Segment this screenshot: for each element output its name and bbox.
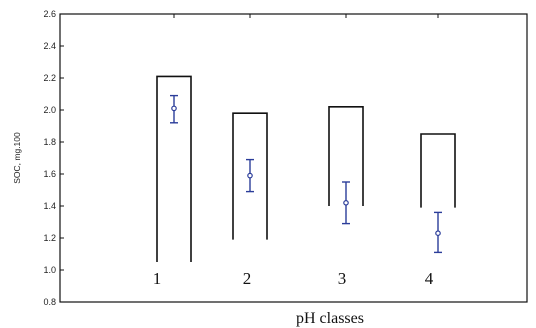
box-3 bbox=[328, 106, 364, 206]
y-tick-label: 1.4 bbox=[43, 201, 56, 211]
y-tick-label: 1.2 bbox=[43, 233, 56, 243]
x-axis-title: pH classes bbox=[296, 310, 364, 327]
y-tick-label: 1.8 bbox=[43, 137, 56, 147]
mean-point-1 bbox=[171, 105, 177, 112]
y-tick-label: 2.4 bbox=[43, 41, 56, 51]
category-label-2: 2 bbox=[243, 269, 252, 288]
y-tick-label: 2.6 bbox=[43, 9, 56, 19]
y-tick-label: 2.2 bbox=[43, 73, 56, 83]
category-labels: 1 2 3 4 bbox=[153, 269, 434, 288]
plot-frame bbox=[59, 13, 528, 303]
y-tick-label: 0.8 bbox=[43, 297, 56, 307]
y-axis-ticks: 0.8 1.0 1.2 1.4 1.6 1.8 2.0 2.2 2.4 2.6 bbox=[43, 9, 64, 307]
mean-point-2 bbox=[247, 172, 253, 179]
mean-point-4 bbox=[435, 230, 441, 237]
box-4 bbox=[420, 133, 456, 208]
top-axis-ticks bbox=[173, 14, 439, 18]
category-label-1: 1 bbox=[153, 269, 162, 288]
category-label-3: 3 bbox=[338, 269, 347, 288]
box-2 bbox=[232, 112, 268, 240]
y-tick-label: 1.0 bbox=[43, 265, 56, 275]
y-tick-label: 1.6 bbox=[43, 169, 56, 179]
box-1 bbox=[156, 75, 192, 262]
category-label-4: 4 bbox=[425, 269, 434, 288]
box-plots bbox=[156, 75, 456, 262]
mean-point-3 bbox=[343, 200, 349, 206]
y-tick-label: 2.0 bbox=[43, 105, 56, 115]
y-axis-title: SOC, mg.100 bbox=[12, 132, 22, 184]
